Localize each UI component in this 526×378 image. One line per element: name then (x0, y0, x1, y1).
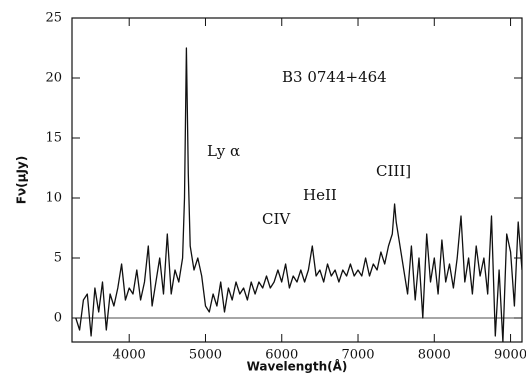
y-tick-label: 20 (45, 71, 62, 86)
x-tick-label: 4000 (113, 348, 146, 363)
annotation: Ly α (207, 142, 240, 160)
y-tick-label: 15 (45, 131, 62, 146)
y-axis-label: Fν(μJy) (15, 156, 29, 204)
x-axis-label: Wavelength(Å) (247, 359, 348, 374)
x-tick-label: 5000 (189, 348, 222, 363)
y-tick-label: 0 (54, 311, 62, 326)
x-tick-label: 7000 (341, 348, 374, 363)
y-tick-label: 25 (45, 11, 62, 26)
x-tick-label: 8000 (418, 348, 451, 363)
annotation: CIII] (376, 162, 411, 180)
annotation: CIV (262, 210, 291, 228)
chart-title: B3 0744+464 (282, 68, 387, 86)
annotation: HeII (303, 186, 337, 204)
y-tick-label: 10 (45, 191, 62, 206)
plot-frame (71, 17, 523, 343)
y-tick-label: 5 (54, 251, 62, 266)
spectrum-line (75, 47, 522, 342)
x-tick-label: 6000 (265, 348, 298, 363)
x-tick-label: 9000 (494, 348, 526, 363)
